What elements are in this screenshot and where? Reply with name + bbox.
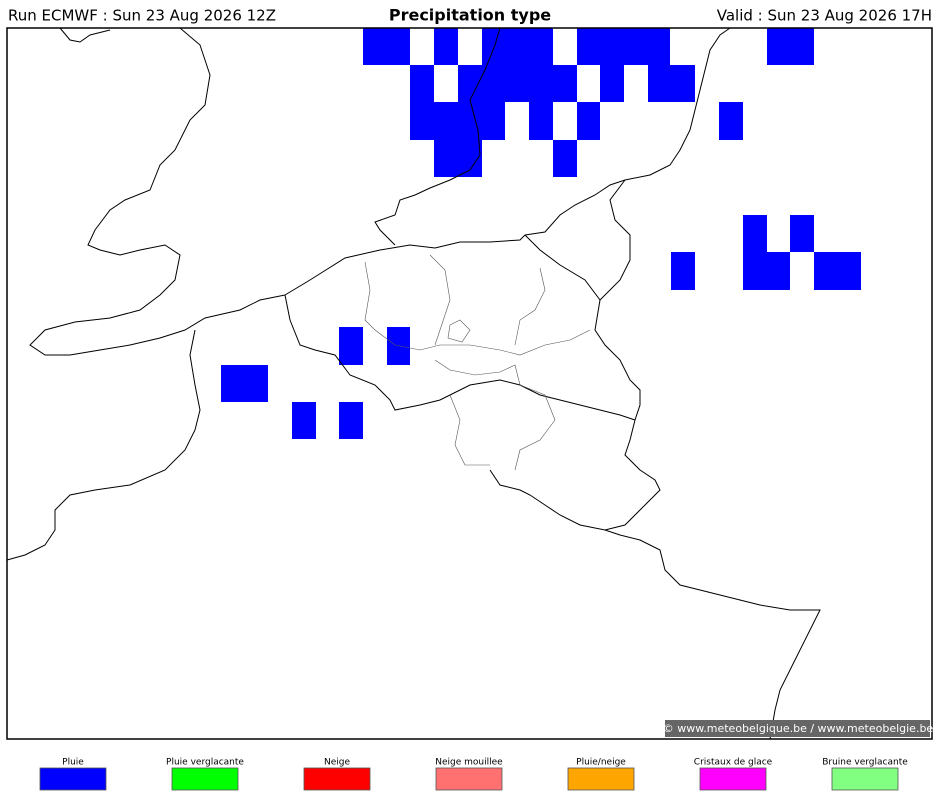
legend-swatch — [435, 767, 503, 791]
legend-swatch — [567, 767, 635, 791]
precipitation-cells — [221, 28, 861, 439]
legend-label: Pluie — [62, 758, 84, 768]
watermark: © www.meteobelgique.be / www.meteobelgie… — [663, 722, 934, 735]
coastlines — [6, 27, 731, 561]
legend-label: Neige — [324, 758, 350, 768]
legend-swatch — [699, 767, 767, 791]
legend-swatch — [303, 767, 371, 791]
map-title: Precipitation type — [389, 6, 551, 25]
valid-label: Valid : Sun 23 Aug 2026 17H — [717, 7, 932, 25]
run-label: Run ECMWF : Sun 23 Aug 2026 12Z — [8, 7, 276, 25]
legend-label: Neige mouillee — [435, 758, 503, 768]
map-frame — [6, 27, 933, 740]
legend-label: Cristaux de glace — [694, 758, 773, 768]
watermark-box — [665, 720, 930, 737]
legend-label: Bruine verglacante — [822, 758, 908, 768]
legend-label: Pluie verglacante — [166, 758, 244, 768]
legend-swatch — [171, 767, 239, 791]
province-borders — [364, 254, 591, 471]
legend-swatch — [831, 767, 899, 791]
country-borders — [284, 179, 821, 740]
legend: Pluie Pluie verglacante Neige Neige mouille… — [39, 758, 908, 791]
legend-label: Pluie/neige — [576, 758, 626, 768]
legend-swatch — [39, 767, 107, 791]
